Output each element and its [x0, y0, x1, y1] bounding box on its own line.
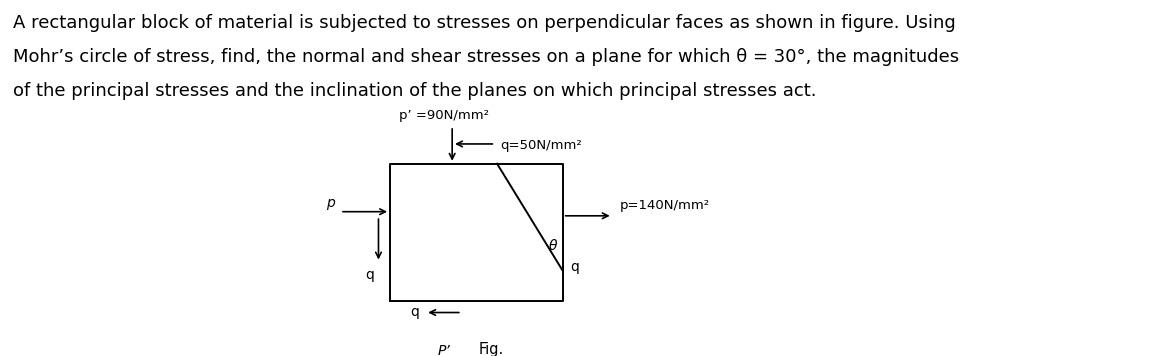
Text: q: q	[364, 268, 374, 282]
Text: p’ =90N/mm²: p’ =90N/mm²	[400, 109, 490, 122]
Text: q=50N/mm²: q=50N/mm²	[501, 139, 582, 152]
Text: P’: P’	[438, 344, 451, 356]
Text: Fig.: Fig.	[479, 342, 504, 356]
Text: A rectangular block of material is subjected to stresses on perpendicular faces : A rectangular block of material is subje…	[13, 14, 955, 32]
Text: θ: θ	[549, 240, 557, 253]
Text: p=140N/mm²: p=140N/mm²	[619, 199, 710, 212]
Text: p: p	[325, 196, 335, 210]
Text: q: q	[570, 260, 579, 273]
Text: Mohr’s circle of stress, find, the normal and shear stresses on a plane for whic: Mohr’s circle of stress, find, the norma…	[13, 48, 959, 66]
Text: of the principal stresses and the inclination of the planes on which principal s: of the principal stresses and the inclin…	[13, 82, 817, 100]
Text: q: q	[411, 305, 419, 319]
